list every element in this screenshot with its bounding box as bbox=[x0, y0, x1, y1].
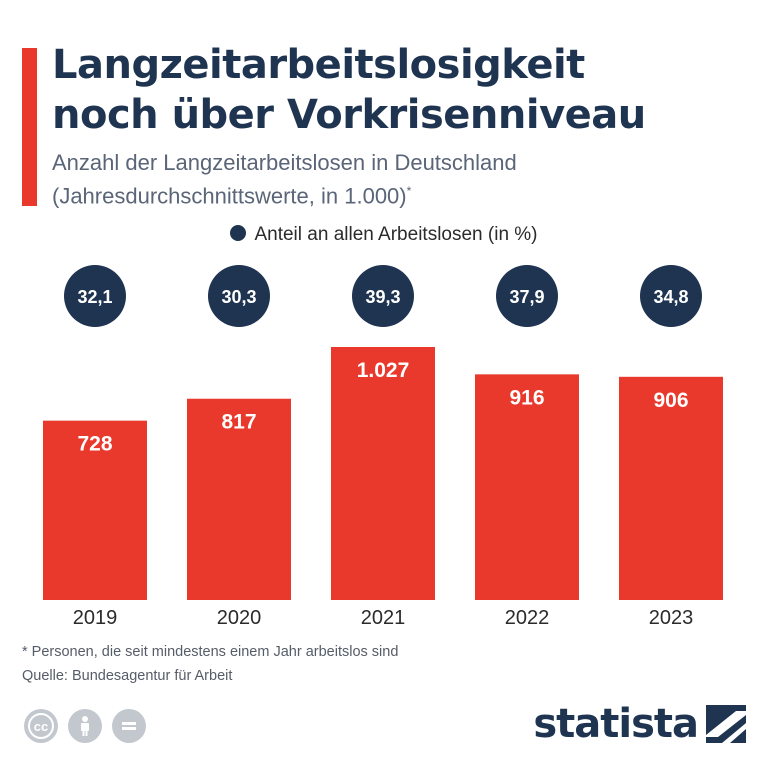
equals-icon[interactable] bbox=[112, 709, 146, 743]
bar-2019 bbox=[43, 420, 147, 600]
legend: Anteil an allen Arbeitslosen (in %) bbox=[0, 224, 768, 246]
subtitle-line-2-text: (Jahresdurchschnittswerte, in 1.000) bbox=[52, 183, 407, 209]
x-tick-label-2023: 2023 bbox=[649, 607, 694, 629]
cc-icon[interactable]: cc bbox=[24, 709, 58, 743]
bar-2020 bbox=[187, 398, 291, 600]
x-tick-label-2022: 2022 bbox=[505, 607, 550, 629]
legend-label: Anteil an allen Arbeitslosen (in %) bbox=[254, 224, 538, 245]
x-tick-label-2021: 2021 bbox=[361, 607, 406, 629]
bar-2023 bbox=[619, 376, 723, 600]
share-label-2020: 30,3 bbox=[221, 287, 256, 307]
share-circle-2021 bbox=[352, 265, 414, 327]
person-icon[interactable] bbox=[68, 709, 102, 743]
footnote-text: * Personen, die seit mindestens einem Ja… bbox=[22, 644, 399, 660]
license-icons: cc bbox=[24, 709, 146, 743]
bar-2022 bbox=[475, 374, 579, 600]
legend-dot-icon bbox=[230, 225, 247, 241]
accent-bar bbox=[22, 48, 37, 206]
subtitle-line-2: (Jahresdurchschnittswerte, in 1.000)* bbox=[52, 177, 752, 210]
bar-value-label-2022: 916 bbox=[509, 386, 544, 409]
bar-value-label-2023: 906 bbox=[653, 389, 688, 412]
share-circle-2019 bbox=[64, 265, 126, 327]
share-label-2023: 34,8 bbox=[653, 287, 688, 307]
title-line-2: noch über Vorkrisenniveau bbox=[52, 92, 646, 138]
footnotes: * Personen, die seit mindestens einem Ja… bbox=[22, 640, 398, 688]
x-tick-label-2019: 2019 bbox=[73, 607, 118, 629]
statista-brand[interactable]: statista bbox=[533, 700, 746, 748]
subtitle-footnote-mark: * bbox=[406, 184, 412, 198]
subtitle-line-1: Anzahl der Langzeitarbeitslosen in Deuts… bbox=[52, 150, 517, 175]
share-circle-2020 bbox=[208, 265, 270, 327]
brand-name: statista bbox=[533, 701, 699, 747]
chart-subtitle: Anzahl der Langzeitarbeitslosen in Deuts… bbox=[52, 148, 752, 210]
statista-logo-icon bbox=[706, 705, 746, 743]
bar-value-label-2021: 1.027 bbox=[357, 359, 410, 382]
share-circle-2022 bbox=[496, 265, 558, 327]
share-label-2019: 32,1 bbox=[77, 287, 112, 307]
bar-value-label-2019: 728 bbox=[77, 433, 112, 456]
source-text: Quelle: Bundesagentur für Arbeit bbox=[22, 668, 233, 684]
bar-2021 bbox=[331, 347, 435, 600]
share-label-2022: 37,9 bbox=[509, 287, 544, 307]
title-line-1: Langzeitarbeitslosigkeit bbox=[52, 42, 585, 88]
share-circle-2023 bbox=[640, 265, 702, 327]
chart-title: Langzeitarbeitslosigkeit noch über Vorkr… bbox=[52, 40, 752, 140]
share-label-2021: 39,3 bbox=[365, 287, 400, 307]
x-tick-label-2020: 2020 bbox=[217, 607, 262, 629]
bar-value-label-2020: 817 bbox=[221, 411, 256, 434]
